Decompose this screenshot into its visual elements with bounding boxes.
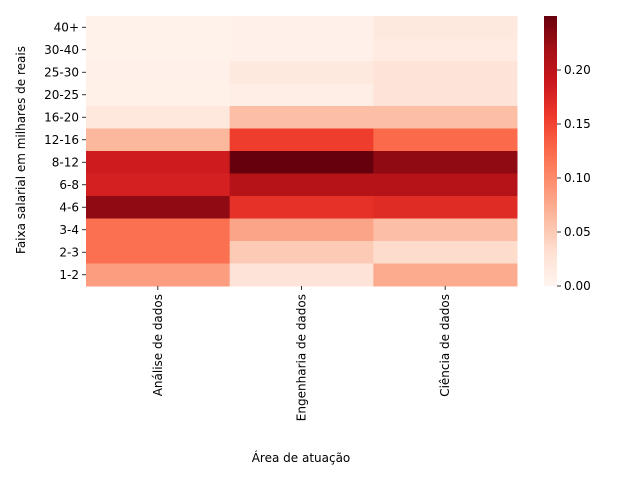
x-axis: Análise de dados Engenharia de dados Ciênc… [151,286,452,421]
heatmap-cell [373,218,518,242]
heatmap-cell [86,196,231,219]
heatmap-cells [86,16,518,287]
heatmap-cell [373,106,518,129]
x-tick-label: Engenharia de dados [295,294,309,421]
x-tick-label: Ciência de dados [438,294,452,397]
y-tick-label: 4-6 [59,200,79,214]
heatmap-cell [86,83,231,107]
y-tick-label: 30-40 [44,43,79,57]
heatmap-cell [86,263,231,287]
heatmap-cell [86,151,231,174]
colorbar-gradient [544,16,557,286]
heatmap-cell [229,173,374,197]
y-tick-label: 16-20 [44,110,79,124]
heatmap-cell [373,173,518,197]
heatmap-cell [86,128,231,152]
heatmap-cell [229,83,374,107]
heatmap-cell [229,151,374,174]
heatmap-cell [373,263,518,287]
heatmap-cell [229,61,374,84]
heatmap-cell [373,241,518,264]
colorbar: 0.00 0.05 0.10 0.15 0.20 [544,16,591,293]
heatmap-cell [86,173,231,197]
heatmap-cell [373,151,518,174]
colorbar-ticks: 0.00 0.05 0.10 0.15 0.20 [557,63,591,293]
y-tick-label: 1-2 [59,268,79,282]
heatmap-cell [229,263,374,287]
heatmap-cell [229,128,374,152]
colorbar-tick-label: 0.05 [564,225,591,239]
colorbar-tick-label: 0.10 [564,171,591,185]
colorbar-tick-label: 0.15 [564,117,591,131]
heatmap-cell [86,38,231,62]
heatmap-cell [373,83,518,107]
heatmap-cell [229,38,374,62]
colorbar-tick-label: 0.00 [564,279,591,293]
heatmap-cell [229,218,374,242]
y-tick-label: 8-12 [52,155,79,169]
heatmap-cell [86,16,231,39]
heatmap-cell [229,196,374,219]
heatmap-cell [86,61,231,84]
heatmap-cell [373,38,518,62]
heatmap-cell [373,61,518,84]
colorbar-tick-label: 0.20 [564,63,591,77]
y-tick-label: 12-16 [44,133,79,147]
x-axis-title: Área de atuação [252,450,351,465]
y-tick-label: 3-4 [59,223,79,237]
y-tick-label: 6-8 [59,178,79,192]
heatmap-cell [229,106,374,129]
y-axis-title: Faixa salarial em milhares de reais [14,46,28,254]
heatmap-cell [373,16,518,39]
heatmap-cell [229,16,374,39]
y-tick-label: 20-25 [44,88,79,102]
y-tick-label: 25-30 [44,65,79,79]
y-axis: 40+ 30-40 25-30 20-25 16-20 12-16 8-12 6-8 4-6 3-… [44,20,86,282]
heatmap-cell [86,218,231,242]
heatmap-cell [86,106,231,129]
x-tick-label: Análise de dados [151,294,165,396]
heatmap-cell [229,241,374,264]
heatmap-cell [373,128,518,152]
heatmap-cell [373,196,518,219]
y-tick-label: 40+ [54,20,79,34]
heatmap-cell [86,241,231,264]
y-tick-label: 2-3 [59,245,79,259]
